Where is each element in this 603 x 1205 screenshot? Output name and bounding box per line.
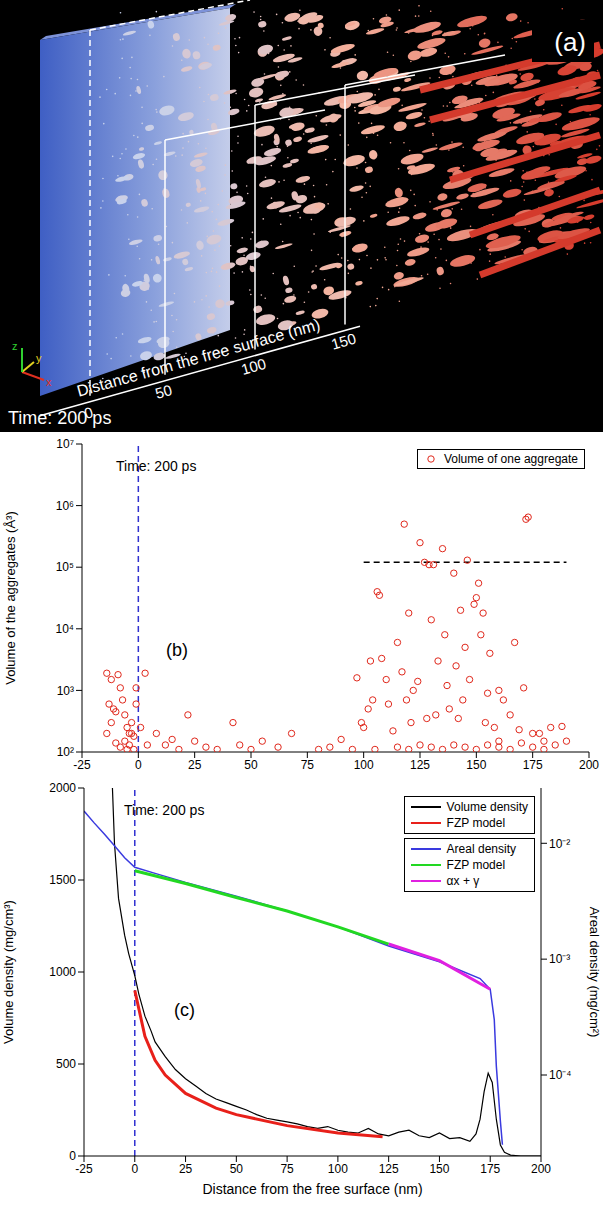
svg-text:175: 175: [480, 1162, 500, 1176]
svg-text:10⁷: 10⁷: [56, 437, 74, 451]
svg-text:y: y: [36, 352, 42, 364]
svg-text:2000: 2000: [49, 782, 76, 795]
svg-text:500: 500: [56, 1057, 76, 1071]
svg-text:10⁴: 10⁴: [55, 622, 74, 636]
html-text:Volume of one aggregate: Volume of one aggregate: [443, 452, 578, 466]
svg-text:200: 200: [531, 1162, 551, 1176]
svg-text:10³: 10³: [57, 684, 74, 698]
svg-text:0: 0: [135, 758, 142, 772]
svg-text:100: 100: [354, 758, 374, 772]
svg-text:50: 50: [153, 381, 174, 402]
svg-text:10⁻³: 10⁻³: [549, 952, 570, 966]
svg-text:100: 100: [239, 355, 268, 378]
svg-text:150: 150: [429, 1162, 449, 1176]
html-text:(c): (c): [174, 1000, 195, 1020]
html-text:FZP model: FZP model: [446, 858, 506, 872]
svg-text:10⁵: 10⁵: [56, 560, 74, 574]
svg-text:200: 200: [579, 758, 599, 772]
svg-text:1500: 1500: [49, 873, 76, 887]
svg-text:10⁶: 10⁶: [56, 499, 74, 513]
svg-text:100: 100: [328, 1162, 348, 1176]
svg-text:Distance from the free surface: Distance from the free surface (nm): [202, 1181, 422, 1197]
svg-text:Volume density (mg/cm³): Volume density (mg/cm³): [1, 900, 16, 1044]
svg-text:10⁻²: 10⁻²: [549, 837, 570, 851]
svg-text:75: 75: [301, 758, 315, 772]
svg-text:Time: 200 ps: Time: 200 ps: [8, 408, 111, 428]
svg-text:Areal density (mg/cm²): Areal density (mg/cm²): [587, 907, 602, 1038]
svg-text:150: 150: [466, 758, 486, 772]
svg-text:50: 50: [244, 758, 258, 772]
svg-text:50: 50: [230, 1162, 244, 1176]
svg-text:Distance from the free surface: Distance from the free surface (nm): [75, 316, 322, 400]
svg-text:25: 25: [179, 1162, 193, 1176]
svg-text:z: z: [12, 340, 18, 352]
svg-text:75: 75: [280, 1162, 294, 1176]
html-text:αx + γ: αx + γ: [446, 874, 480, 888]
svg-text:150: 150: [329, 330, 358, 353]
html-text:Areal density: Areal density: [446, 842, 516, 856]
svg-text:1000: 1000: [49, 965, 76, 979]
svg-text:Volume of the aggregates (Å³): Volume of the aggregates (Å³): [3, 511, 18, 684]
svg-text:0: 0: [131, 1162, 138, 1176]
svg-text:175: 175: [523, 758, 543, 772]
svg-text:x: x: [46, 376, 52, 388]
svg-text:(a): (a): [554, 27, 586, 57]
svg-text:25: 25: [188, 758, 202, 772]
svg-text:125: 125: [410, 758, 430, 772]
svg-text:-25: -25: [75, 1162, 93, 1176]
html-text:Time: 200 ps: Time: 200 ps: [124, 802, 205, 818]
html-text:Volume density: Volume density: [446, 800, 528, 814]
svg-text:0: 0: [69, 1149, 76, 1163]
html-text:Time: 200 ps: Time: 200 ps: [116, 458, 197, 474]
html-text:(b): (b): [166, 640, 188, 660]
svg-text:10²: 10²: [57, 745, 74, 759]
svg-text:-25: -25: [73, 758, 91, 772]
svg-text:125: 125: [379, 1162, 399, 1176]
svg-text:10⁻⁴: 10⁻⁴: [549, 1068, 572, 1082]
html-text:FZP model: FZP model: [446, 816, 506, 830]
